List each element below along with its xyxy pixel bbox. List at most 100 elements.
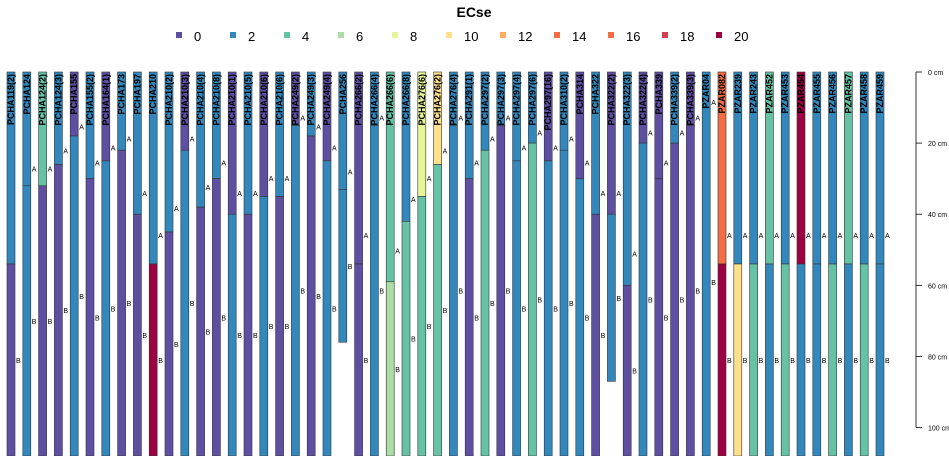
horizon-bar (306, 135, 316, 456)
horizon-label: B (490, 301, 495, 308)
horizon-label: B (537, 298, 542, 305)
horizon-bar (796, 263, 806, 456)
horizon-label: A (774, 233, 779, 240)
profile-column: A B PCHA210 (148, 71, 163, 456)
horizon-label: B (838, 358, 843, 365)
horizon-label: A (332, 146, 337, 153)
horizon-bar (480, 149, 490, 456)
profile-name: PCHA266(4) (369, 74, 379, 126)
horizon-label: B (664, 315, 669, 322)
profile-name: PCHA297(2) (480, 74, 490, 126)
horizon-label: A (32, 167, 37, 174)
depth-tick-label: 0 cm (928, 70, 943, 77)
horizon-bar (670, 142, 679, 456)
legend-label-20: 20 (734, 29, 748, 44)
horizon-label: B (364, 358, 369, 365)
horizon-bar (449, 125, 458, 456)
horizon-bar (275, 196, 284, 456)
horizon-label: B (206, 330, 211, 337)
horizon-label: B (95, 315, 100, 322)
horizon-bar (638, 142, 648, 456)
profile-column: A B PCHA256 (338, 71, 353, 343)
horizon-label: B (285, 324, 290, 331)
horizon-bar (148, 263, 158, 456)
profile-column: A B PCHA210(3) (180, 71, 195, 456)
profile-column: A B PCHA249(3) (306, 71, 321, 456)
profile-column: A B PCHA210(2) (164, 71, 179, 456)
horizon-bar (875, 263, 885, 456)
horizon-label: A (632, 251, 637, 258)
horizon-label: A (48, 167, 53, 174)
profile-column: A B PCHA210(1) (227, 71, 242, 456)
profile-name: PZAR454 (796, 74, 806, 114)
legend-label-18: 18 (680, 29, 694, 44)
depth-tick-label: 80 cm (928, 354, 947, 361)
horizon-label: A (885, 233, 890, 240)
horizon-label: A (522, 146, 527, 153)
horizon-label: B (869, 358, 874, 365)
legend-label-4: 4 (302, 29, 309, 44)
profile-column: A B PCHA173 (117, 71, 132, 456)
profile-name: PZAR456 (828, 74, 838, 114)
profile-column: A B PZAR458 (859, 71, 874, 456)
profile-name: PCHA297(4) (512, 74, 522, 126)
profile-name: PZAR453 (780, 74, 790, 114)
legend-swatch-12 (500, 32, 506, 38)
profile-column: A B PCHA339(2) (670, 71, 685, 456)
horizon-bar (844, 263, 853, 456)
horizon-label: B (79, 294, 84, 301)
horizon-bar (133, 213, 142, 456)
profile-name: PCHA210(6) (275, 74, 285, 126)
horizon-bar (701, 107, 711, 456)
profile-column: A B PCHA210(6) (275, 71, 290, 456)
profile-name: PZAR239 (733, 74, 743, 114)
horizon-label: B (379, 289, 384, 296)
horizon-label: A (285, 176, 290, 183)
horizon-label: B (822, 358, 827, 365)
horizon-bar (859, 263, 869, 456)
horizon-label: B (411, 337, 416, 344)
profile-name: PCHA249(3) (306, 74, 316, 126)
profile-column: A B PZAR243 (749, 71, 764, 456)
horizon-label: B (743, 358, 748, 365)
depth-tick-label: 40 cm (928, 212, 947, 219)
profile-column: A B PCHA155 (69, 71, 84, 456)
horizon-label: B (474, 315, 479, 322)
horizon-label: A (616, 191, 621, 198)
horizon-label: B (190, 301, 195, 308)
horizon-label: B (759, 358, 764, 365)
profile-name: PZAR243 (749, 74, 759, 114)
horizon-label: A (506, 115, 511, 122)
horizon-label: B (16, 358, 21, 365)
profile-column: A B PZAR453 (780, 71, 795, 456)
horizon-label: A (237, 191, 242, 198)
profile-column: A B PCHA297(6) (527, 71, 542, 456)
legend-swatch-8 (392, 32, 398, 38)
profile-column: A B PZAR04 (701, 71, 716, 456)
horizon-label: B (348, 264, 353, 271)
profile-name: PCHA155 (69, 74, 79, 115)
horizon-label: A (95, 161, 100, 168)
horizon-label: A (664, 161, 669, 168)
profile-name: PCHA266(6) (385, 74, 395, 126)
profile-column: A B PCHA339(3) (685, 71, 700, 456)
horizon-label: B (48, 319, 53, 326)
horizon-label: A (806, 233, 811, 240)
legend-label-2: 2 (248, 29, 255, 44)
horizon-bar (180, 149, 190, 456)
legend-label-12: 12 (518, 29, 532, 44)
horizon-label: B (316, 294, 321, 301)
horizon-bar (401, 221, 411, 456)
horizon-bar (227, 213, 237, 456)
profile-name: PCHA291(1) (464, 74, 474, 126)
horizon-label: A (348, 170, 353, 177)
horizon-label: B (616, 296, 621, 303)
profile-column: A B PZAR457 (843, 71, 858, 456)
horizon-label: B (427, 324, 432, 331)
horizon-label: B (221, 315, 226, 322)
profile-column: A B PCHA297(16) (543, 71, 558, 456)
horizon-label: B (269, 324, 274, 331)
legend-swatch-20 (716, 32, 722, 38)
horizon-label: A (395, 248, 400, 255)
horizon-label: A (727, 233, 732, 240)
